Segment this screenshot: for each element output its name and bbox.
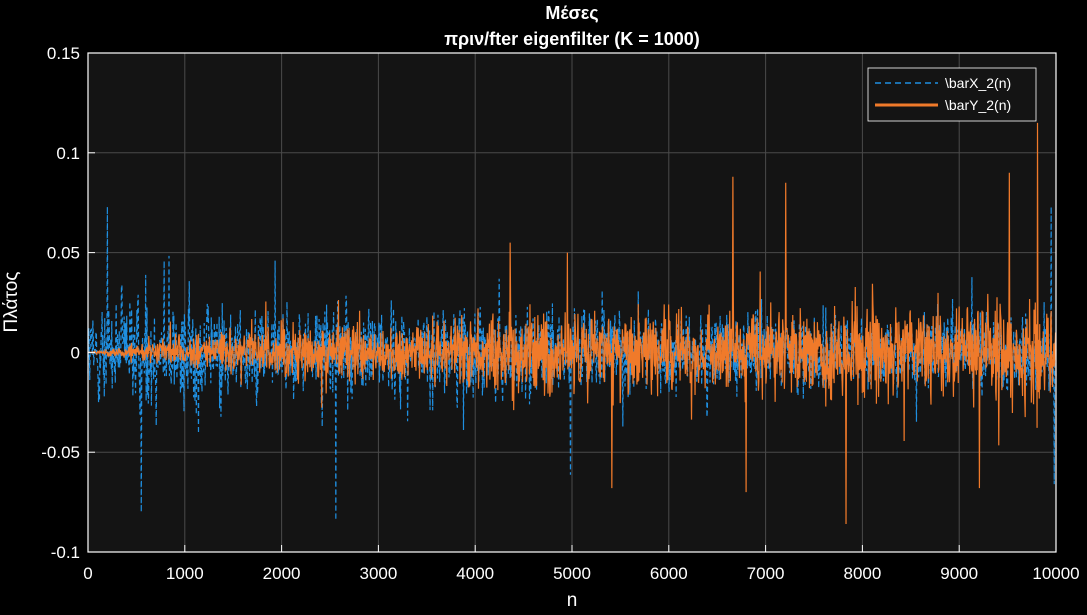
legend-box [867, 67, 1037, 122]
y-tick-label: 0.1 [56, 144, 80, 163]
series-barY2-line [88, 122, 1057, 525]
data-layer [87, 122, 1057, 525]
chart-title: Μέσες [545, 3, 598, 23]
x-tick-label: 4000 [456, 564, 494, 583]
x-tick-label: 2000 [263, 564, 301, 583]
x-tick-label: 6000 [650, 564, 688, 583]
legend-label-barX2: \barX_2(n) [945, 75, 1011, 91]
x-tick-label: 1000 [166, 564, 204, 583]
legend: \barX_2(n) \barY_2(n) [867, 67, 1037, 122]
x-tick-label: 5000 [553, 564, 591, 583]
y-tick-label: 0.05 [47, 244, 80, 263]
x-tick-label: 10000 [1032, 564, 1079, 583]
y-axis-label: Πλάτος [1, 272, 22, 333]
y-tick-label: 0 [71, 343, 80, 362]
x-tick-label: 7000 [747, 564, 785, 583]
y-tick-label: -0.1 [51, 543, 80, 562]
x-tick-label: 8000 [843, 564, 881, 583]
legend-label-barY2: \barY_2(n) [945, 97, 1011, 113]
tick-labels: 0 1000 2000 3000 4000 5000 6000 7000 8000 9000 100… [41, 44, 1079, 583]
x-axis-label: n [567, 590, 578, 610]
x-tick-label: 9000 [940, 564, 978, 583]
x-tick-label: 0 [83, 564, 92, 583]
chart-subtitle: πριν/fter eigenfilter (K = 1000) [444, 29, 700, 49]
x-tick-label: 3000 [359, 564, 397, 583]
y-tick-label: -0.05 [41, 443, 80, 462]
y-tick-label: 0.15 [47, 44, 80, 63]
